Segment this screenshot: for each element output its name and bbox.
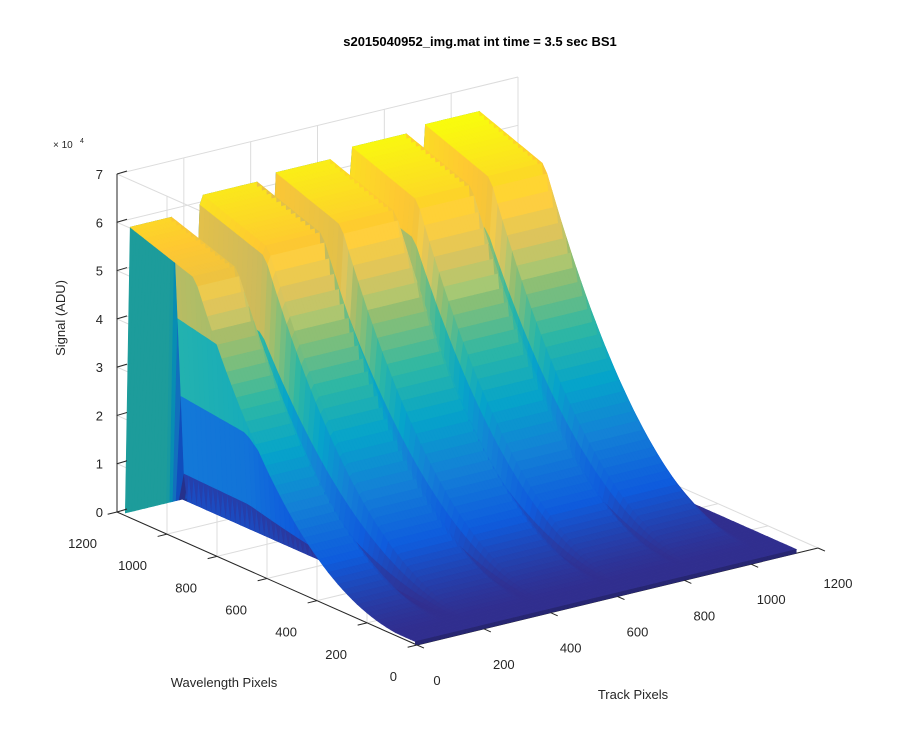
surface-layer (124, 110, 798, 646)
